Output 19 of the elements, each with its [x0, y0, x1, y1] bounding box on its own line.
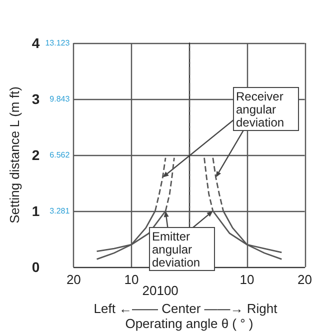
y-axis-title: Setting distance L (m ft): [7, 86, 22, 224]
x-tick-label: 20: [298, 272, 312, 287]
y-tick-label: 1: [32, 203, 40, 219]
x-tick-label: 10: [124, 272, 139, 287]
y2-tick-label: 13.123: [45, 38, 70, 48]
text: Left ←—— Center ——→ Right: [94, 301, 278, 316]
y2-tick-label: 3.281: [50, 206, 70, 216]
y2-tick-label: 6.562: [50, 150, 70, 160]
y2-tick-label: 9.843: [50, 94, 70, 104]
y-tick-label: 0: [32, 259, 40, 275]
y-tick-label: 2: [32, 147, 40, 163]
annotation: Receiver angular deviation: [236, 90, 287, 130]
x-tick-label: 10: [240, 272, 254, 287]
annotation: Emitter angular deviation: [152, 230, 200, 270]
x-axis-title: Operating angle θ ( ° ): [125, 316, 254, 331]
text: 20100: [142, 283, 178, 298]
x-tick-label: 20: [66, 272, 81, 287]
y-tick-label: 4: [32, 35, 40, 51]
y-tick-label: 3: [32, 91, 40, 107]
